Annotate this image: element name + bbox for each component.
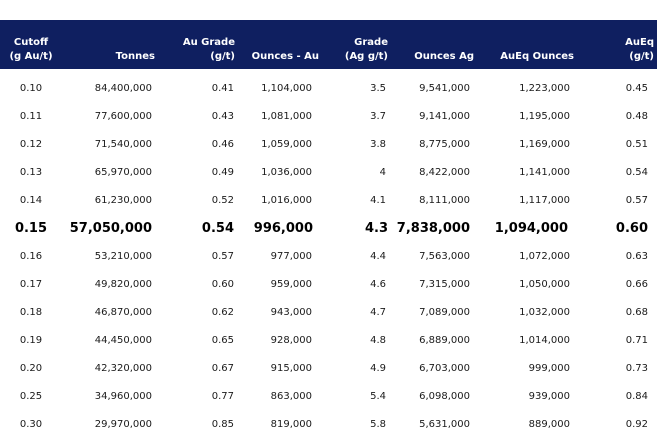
- table-row: 0.13 65,970,000 0.49 1,036,000 4 8,422,000 1,1…: [0, 158, 657, 188]
- column-header-line1: [246, 36, 319, 50]
- cell-aueq-grade: 0.51: [548, 130, 648, 160]
- column-header-line2: (g/t): [176, 50, 235, 64]
- column-header-ounces-ag: Ounces Ag: [400, 36, 474, 64]
- table-row: 0.11 77,600,000 0.43 1,081,000 3.7 9,141,000 1…: [0, 102, 657, 132]
- column-header-line1: AuEq: [610, 36, 654, 50]
- column-header-line1: [400, 36, 474, 50]
- column-header-line1: [494, 36, 574, 50]
- table-row: 0.10 84,400,000 0.41 1,104,000 3.5 9,541,000 1…: [0, 74, 657, 104]
- table-row: 0.20 42,320,000 0.67 915,000 4.9 6,703,000 999…: [0, 354, 657, 384]
- column-header-ounces-au: Ounces - Au: [246, 36, 319, 64]
- cell-ounces-ag: 6,098,000: [370, 382, 470, 412]
- column-header-line1: [85, 36, 155, 50]
- column-header-tonnes: Tonnes: [85, 36, 155, 64]
- column-header-aueq-grade: AuEq (g/t): [610, 36, 654, 64]
- cell-aueq-grade: 0.57: [548, 186, 648, 216]
- column-header-line1: Au Grade: [176, 36, 235, 50]
- cell-ounces-ag: 8,111,000: [370, 186, 470, 216]
- cell-ounces-ag: 6,889,000: [370, 326, 470, 356]
- cell-aueq-grade: 0.60: [548, 214, 648, 244]
- column-header-ag-grade: Grade (Ag g/t): [338, 36, 388, 64]
- cell-aueq-grade: 0.54: [548, 158, 648, 188]
- column-header-line2: Ounces Ag: [400, 50, 474, 64]
- cell-aueq-grade: 0.66: [548, 270, 648, 300]
- column-header-line2: (g/t): [610, 50, 654, 64]
- cell-ounces-ag: 6,703,000: [370, 354, 470, 384]
- table-row: 0.18 46,870,000 0.62 943,000 4.7 7,089,000 1,0…: [0, 298, 657, 328]
- column-header-line1: Grade: [338, 36, 388, 50]
- cell-ounces-ag: 7,315,000: [370, 270, 470, 300]
- column-header-line2: AuEq Ounces: [494, 50, 574, 64]
- cell-ounces-ag: 7,563,000: [370, 242, 470, 272]
- cell-aueq-grade: 0.84: [548, 382, 648, 412]
- table-row: 0.12 71,540,000 0.46 1,059,000 3.8 8,775,000 1…: [0, 130, 657, 160]
- column-header-line2: Tonnes: [85, 50, 155, 64]
- cell-ounces-ag: 8,775,000: [370, 130, 470, 160]
- table-row: 0.19 44,450,000 0.65 928,000 4.8 6,889,000 1,0…: [0, 326, 657, 356]
- cell-aueq-grade: 0.71: [548, 326, 648, 356]
- cell-aueq-grade: 0.68: [548, 298, 648, 328]
- table-row: 0.16 53,210,000 0.57 977,000 4.4 7,563,000 1,0…: [0, 242, 657, 272]
- cell-aueq-grade: 0.73: [548, 354, 648, 384]
- cell-aueq-grade: 0.63: [548, 242, 648, 272]
- column-header-line2: Ounces - Au: [246, 50, 319, 64]
- cell-aueq-grade: 0.45: [548, 74, 648, 104]
- table-row: 0.14 61,230,000 0.52 1,016,000 4.1 8,111,000 1…: [0, 186, 657, 216]
- column-header-line1: Cutoff: [3, 36, 59, 50]
- cell-aueq-grade: 0.48: [548, 102, 648, 132]
- column-header-line2: (g Au/t): [3, 50, 59, 64]
- table-header: Cutoff (g Au/t) Tonnes Au Grade (g/t) Ounce…: [0, 20, 657, 69]
- column-header-aueq-ounces: AuEq Ounces: [494, 36, 574, 64]
- column-header-au-grade: Au Grade (g/t): [176, 36, 235, 64]
- column-header-cutoff: Cutoff (g Au/t): [3, 36, 59, 64]
- table-row: 0.17 49,820,000 0.60 959,000 4.6 7,315,000 1,0…: [0, 270, 657, 300]
- cell-ounces-ag: 9,141,000: [370, 102, 470, 132]
- cell-ounces-ag: 8,422,000: [370, 158, 470, 188]
- column-header-line2: (Ag g/t): [338, 50, 388, 64]
- table-row-highlighted: 0.15 57,050,000 0.54 996,000 4.3 7,838,000 1,0…: [0, 214, 657, 244]
- cell-ounces-ag: 7,089,000: [370, 298, 470, 328]
- table-row: 0.25 34,960,000 0.77 863,000 5.4 6,098,000 939…: [0, 382, 657, 412]
- cell-ounces-ag: 9,541,000: [370, 74, 470, 104]
- cell-ounces-ag: 7,838,000: [370, 214, 470, 244]
